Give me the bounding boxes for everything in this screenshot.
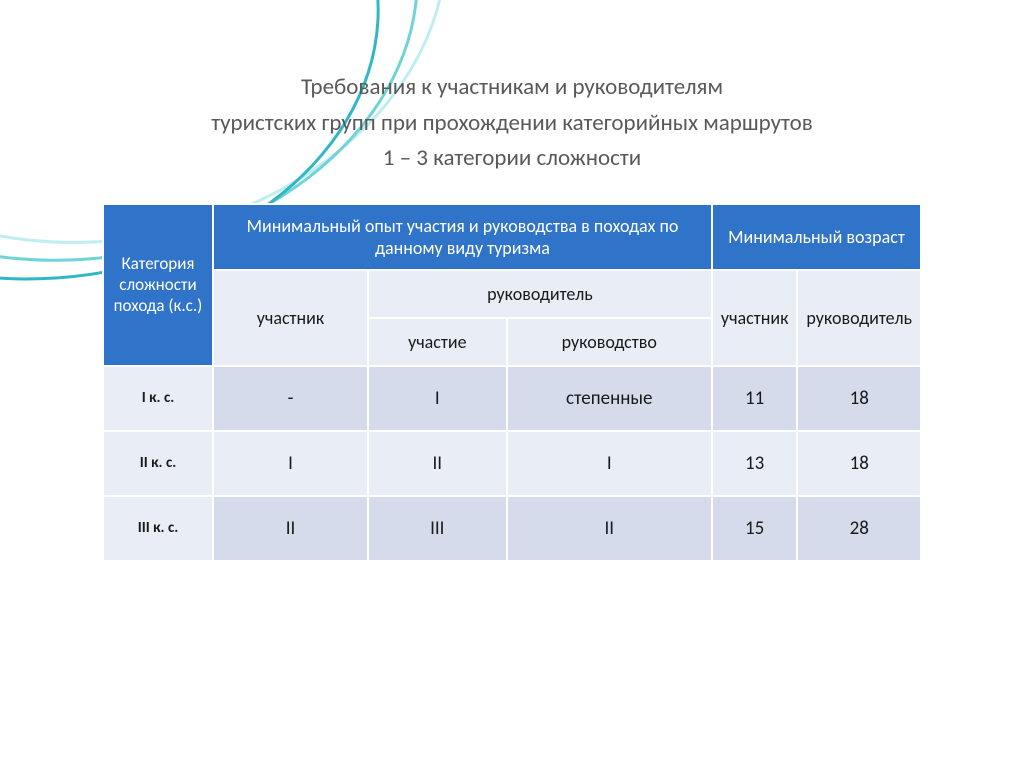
sub-participant: участник — [213, 270, 368, 366]
cell-age-participant: 11 — [712, 366, 798, 431]
sub-leadership: руководство — [507, 318, 712, 366]
row-label: III к. с. — [103, 496, 213, 561]
col-category-header: Категория сложности похода (к.с.) — [103, 204, 213, 366]
sub-leader: руководитель — [368, 270, 712, 318]
sub-age-leader: руководитель — [797, 270, 921, 366]
cell-age-participant: 15 — [712, 496, 798, 561]
cell-exp-leader-part: I — [368, 366, 507, 431]
requirements-table: Категория сложности похода (к.с.) Минима… — [102, 203, 922, 562]
cell-age-leader: 18 — [797, 431, 921, 496]
cell-age-participant: 13 — [712, 431, 798, 496]
cell-age-leader: 18 — [797, 366, 921, 431]
slide-title: Требования к участникам и руководителям … — [211, 70, 813, 177]
cell-exp-participant: I — [213, 431, 368, 496]
table-row: I к. с. - I степенные 11 18 — [103, 366, 921, 431]
cell-exp-leader-lead: II — [507, 496, 712, 561]
table-header-row-2: участник руководитель участник руководит… — [103, 270, 921, 318]
cell-exp-leader-lead: степенные — [507, 366, 712, 431]
cell-exp-leader-part: II — [368, 431, 507, 496]
title-line-3: 1 – 3 категории сложности — [211, 141, 813, 177]
title-line-2: туристских групп при прохождении категор… — [211, 106, 813, 142]
cell-exp-participant: II — [213, 496, 368, 561]
cell-age-leader: 28 — [797, 496, 921, 561]
cell-exp-leader-part: III — [368, 496, 507, 561]
row-label: I к. с. — [103, 366, 213, 431]
slide-content: Требования к участникам и руководителям … — [0, 0, 1024, 767]
sub-participation: участие — [368, 318, 507, 366]
sub-age-participant: участник — [712, 270, 798, 366]
row-label: II к. с. — [103, 431, 213, 496]
table-row: II к. с. I II I 13 18 — [103, 431, 921, 496]
col-experience-header: Минимальный опыт участия и руководства в… — [213, 204, 712, 270]
cell-exp-leader-lead: I — [507, 431, 712, 496]
cell-exp-participant: - — [213, 366, 368, 431]
col-age-header: Минимальный возраст — [712, 204, 921, 270]
table-row: III к. с. II III II 15 28 — [103, 496, 921, 561]
table-header-row-1: Категория сложности похода (к.с.) Минима… — [103, 204, 921, 270]
title-line-1: Требования к участникам и руководителям — [211, 70, 813, 106]
